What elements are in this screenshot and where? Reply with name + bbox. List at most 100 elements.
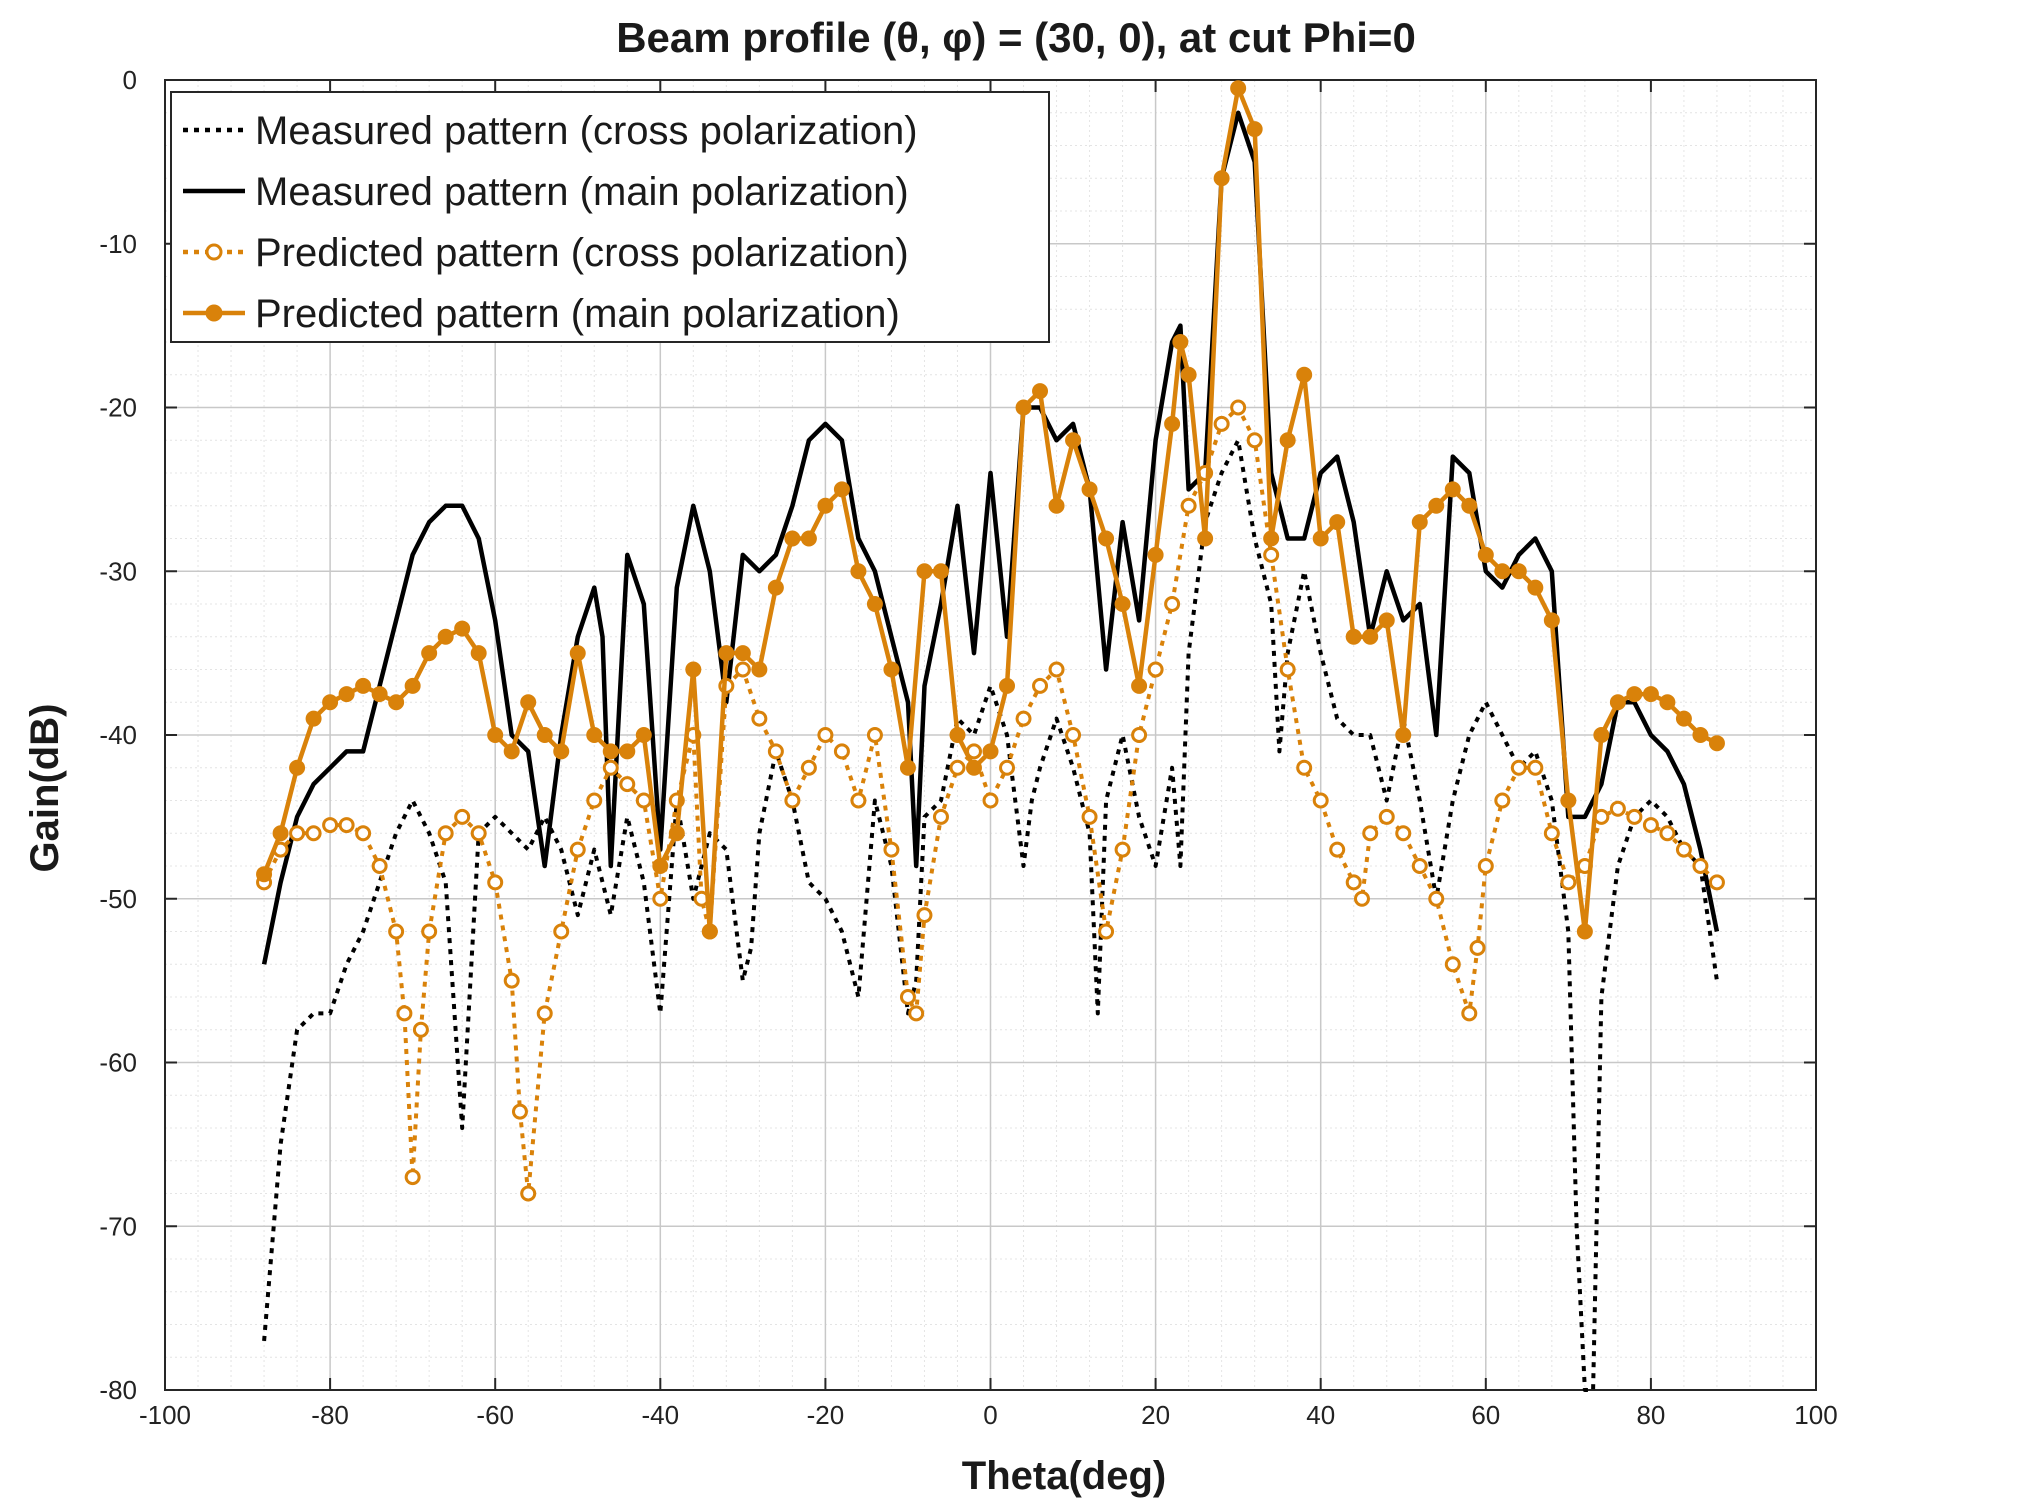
data-point [1246,432,1263,449]
series-line [262,405,1719,1196]
data-point [1609,800,1626,817]
data-point [635,727,652,743]
data-point [1461,1005,1478,1022]
data-point [388,694,405,711]
data-point [899,989,916,1005]
data-point [1494,792,1511,809]
data-point [1477,858,1494,874]
data-point [355,825,372,842]
data-point [1675,710,1692,727]
data-point [1378,808,1395,825]
x-tick-label: 40 [1306,1400,1335,1430]
data-point [289,759,306,776]
data-point [982,792,999,809]
data-point [1296,366,1313,383]
legend-label: Measured pattern (main polarization) [255,170,909,214]
data-point [1032,677,1049,694]
data-point [1395,825,1412,842]
data-point [1312,792,1329,809]
legend: Measured pattern (cross polarization) Mea… [170,91,1050,343]
data-point [1279,432,1296,449]
data-point [1081,481,1098,498]
data-point [569,841,586,858]
data-point [784,792,801,809]
data-point [652,858,669,874]
data-point [272,825,289,842]
data-point [1345,628,1362,645]
data-point [949,727,966,743]
data-point [1246,121,1263,138]
data-point [751,710,768,727]
data-point [833,743,850,760]
data-point [1444,481,1461,498]
data-point [784,530,801,547]
y-tick-label: -40 [99,720,137,750]
data-point [1015,399,1032,416]
data-point [1230,80,1247,97]
data-point [1213,415,1230,432]
data-point [1626,686,1643,703]
data-point [949,759,966,776]
data-point [1626,808,1643,825]
x-tick-labels: -100 -80 -60 -40 -20 0 20 40 60 80 100 [139,1400,1838,1430]
data-point [412,1021,429,1038]
data-point [371,686,388,703]
data-point [883,841,900,858]
data-point [866,596,883,612]
legend-marker [205,304,223,322]
data-point [1015,710,1032,727]
data-point [1527,579,1544,596]
data-point [1609,694,1626,711]
data-point [602,743,619,760]
data-point [355,677,372,694]
data-point [338,686,355,703]
data-point [1345,874,1362,891]
data-point [1263,546,1280,563]
data-point [1353,890,1370,907]
data-point [305,825,322,842]
legend-entry: Predicted pattern (cross polarization) [183,231,909,275]
data-point [1642,686,1659,703]
chart-title: Beam profile (θ, φ) = (30, 0), at cut Ph… [616,14,1416,61]
data-point [437,825,454,842]
data-point [1576,923,1593,940]
y-tick-label: -30 [99,556,137,586]
legend-entry: Measured pattern (main polarization) [183,170,909,214]
legend-label: Predicted pattern (cross polarization) [255,231,909,275]
data-point [1692,727,1709,743]
legend-box [170,91,1050,343]
data-point [1494,563,1511,580]
y-tick-label: -60 [99,1048,137,1078]
data-point [1329,514,1346,531]
data-point [1692,858,1709,874]
data-point [404,677,421,694]
data-point [1527,759,1544,776]
data-point [1469,939,1486,956]
data-point [999,759,1016,776]
data-point [1164,415,1181,432]
data-point [1081,808,1098,825]
y-tick-labels: 0 -10 -20 -30 -40 -50 -60 -70 -80 [99,65,137,1405]
legend-marker [205,243,223,261]
data-point [999,677,1016,694]
data-point [1378,612,1395,629]
data-point [1172,334,1189,350]
data-point [437,628,454,645]
data-point [1708,735,1725,752]
x-tick-label: -40 [642,1400,680,1430]
data-point [1180,366,1197,383]
x-tick-label: 80 [1636,1400,1665,1430]
data-point [553,923,570,940]
series-4 [256,80,1725,940]
data-point [916,907,933,924]
data-point [1147,546,1164,563]
data-point [470,825,487,842]
data-point [734,645,751,662]
data-point [1230,399,1247,416]
data-point [817,727,834,743]
data-point [1098,923,1115,940]
data-point [1362,825,1379,842]
data-point [1543,825,1560,842]
x-axis-label: Theta(deg) [962,1454,1166,1498]
data-point [520,694,537,711]
